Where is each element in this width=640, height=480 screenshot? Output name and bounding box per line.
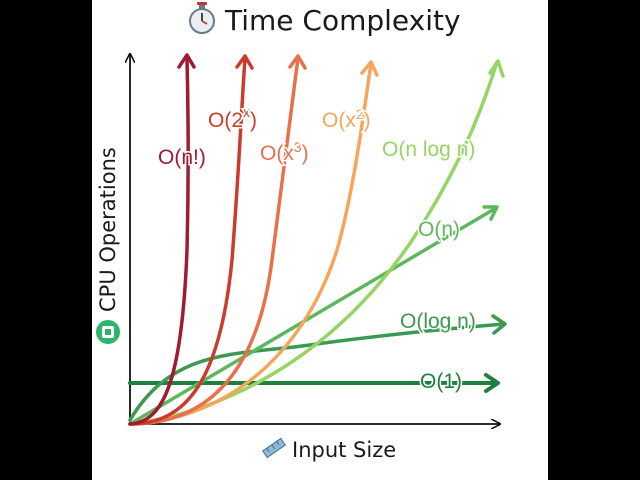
title-group: Time Complexity <box>189 2 461 37</box>
label-quadratic: O(x2) <box>322 106 371 132</box>
arrowhead-factorial <box>177 53 196 69</box>
label-logarithmic: O(log n) <box>400 310 476 333</box>
chip-icon <box>96 320 120 344</box>
arrowhead-cubic <box>288 54 307 70</box>
curve-cubic <box>128 56 300 426</box>
arrowhead-constant <box>484 373 500 393</box>
label-factorial: O(n!) <box>158 146 206 169</box>
label-constant: O(1) <box>420 370 462 393</box>
x-axis-label: Input Size <box>292 438 396 462</box>
curve-quadratic <box>128 62 373 426</box>
arrowhead-logarithmic <box>491 314 507 335</box>
label-linear: O(n) <box>418 218 460 241</box>
label-exponential: O(2x) <box>208 104 257 132</box>
arrowhead-nlogn <box>488 59 505 78</box>
label-nlogn: O(n log n) <box>382 138 475 161</box>
page-title: Time Complexity <box>224 4 461 37</box>
y-axis-label-group: CPU Operations <box>96 147 120 344</box>
stopwatch-icon <box>189 2 215 34</box>
ruler-icon <box>261 437 287 459</box>
curves <box>128 53 507 426</box>
arrowhead-quadratic <box>360 60 379 77</box>
curve-factorial <box>128 56 190 426</box>
curve-exponential <box>128 56 247 426</box>
y-axis-label: CPU Operations <box>96 147 120 312</box>
curve-labels: O(n!) O(2x) O(x3) O(x2) O(n log n) O(n) … <box>157 103 478 395</box>
axes <box>130 54 500 424</box>
arrowhead-linear <box>482 205 499 221</box>
time-complexity-diagram: Time Complexity CPU Operations Inpu <box>96 2 507 462</box>
arrowhead-exponential <box>235 54 254 70</box>
curve-linear <box>128 206 498 426</box>
label-cubic: O(x3) <box>260 139 309 165</box>
x-axis-label-group: Input Size <box>261 437 396 462</box>
diagram-panel: Time Complexity CPU Operations Inpu <box>92 0 548 480</box>
